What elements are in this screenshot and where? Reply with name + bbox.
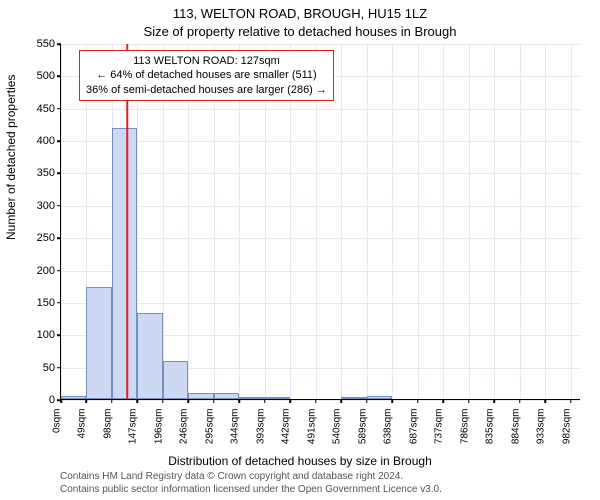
chart-title-sub: Size of property relative to detached ho…: [0, 24, 600, 39]
histogram-bar: [188, 393, 213, 399]
x-tick-mark: [60, 399, 62, 403]
gridline-v: [443, 44, 444, 399]
gridline-v: [61, 44, 62, 399]
x-tick-mark: [468, 399, 470, 403]
histogram-bar: [214, 393, 239, 399]
footnote-line-2: Contains public sector information licen…: [60, 484, 442, 497]
x-tick-mark: [239, 399, 241, 403]
x-tick-mark: [111, 399, 113, 403]
gridline-h: [61, 303, 580, 304]
gridline-v: [367, 44, 368, 399]
x-tick-label: 393sqm: [255, 409, 266, 445]
chart-container: 113, WELTON ROAD, BROUGH, HU15 1LZ Size …: [0, 0, 600, 500]
x-tick-mark: [290, 399, 292, 403]
y-tick-label: 450: [37, 103, 55, 115]
x-tick-label: 687sqm: [408, 409, 419, 445]
x-tick-label: 147sqm: [128, 409, 139, 445]
y-tick-label: 150: [37, 297, 55, 309]
gridline-v: [494, 44, 495, 399]
gridline-v: [392, 44, 393, 399]
annotation-line: 36% of semi-detached houses are larger (…: [86, 83, 327, 97]
gridline-v: [545, 44, 546, 399]
x-tick-mark: [442, 399, 444, 403]
x-tick-label: 835sqm: [485, 409, 496, 445]
x-tick-mark: [366, 399, 368, 403]
x-tick-label: 786sqm: [459, 409, 470, 445]
x-tick-label: 98sqm: [102, 409, 113, 439]
x-tick-mark: [86, 399, 88, 403]
x-tick-mark: [188, 399, 190, 403]
histogram-bar: [367, 396, 392, 399]
gridline-h: [61, 109, 580, 110]
chart-title-main: 113, WELTON ROAD, BROUGH, HU15 1LZ: [0, 6, 600, 21]
x-tick-label: 540sqm: [332, 409, 343, 445]
annotation-line: ← 64% of detached houses are smaller (51…: [86, 68, 327, 82]
x-tick-label: 344sqm: [230, 409, 241, 445]
y-axis-label: Number of detached properties: [4, 75, 18, 240]
x-tick-mark: [315, 399, 317, 403]
histogram-bar: [112, 128, 137, 399]
x-tick-label: 491sqm: [306, 409, 317, 445]
x-tick-label: 884sqm: [510, 409, 521, 445]
x-tick-label: 737sqm: [434, 409, 445, 445]
x-tick-label: 982sqm: [561, 409, 572, 445]
x-tick-label: 589sqm: [357, 409, 368, 445]
y-tick-label: 550: [37, 38, 55, 50]
x-tick-mark: [162, 399, 164, 403]
x-tick-mark: [137, 399, 139, 403]
y-tick-label: 400: [37, 135, 55, 147]
x-tick-label: 295sqm: [204, 409, 215, 445]
plot-area: 0501001502002503003504004505005500sqm49s…: [60, 44, 580, 400]
y-tick-label: 100: [37, 329, 55, 341]
x-tick-label: 0sqm: [52, 409, 63, 433]
x-tick-label: 638sqm: [383, 409, 394, 445]
y-tick-label: 300: [37, 200, 55, 212]
x-tick-mark: [519, 399, 521, 403]
gridline-h: [61, 400, 580, 401]
gridline-h: [61, 238, 580, 239]
y-tick-label: 0: [49, 394, 55, 406]
x-tick-mark: [213, 399, 215, 403]
gridline-v: [341, 44, 342, 399]
gridline-h: [61, 173, 580, 174]
y-tick-label: 50: [43, 362, 55, 374]
gridline-v: [418, 44, 419, 399]
gridline-h: [61, 141, 580, 142]
y-tick-label: 350: [37, 167, 55, 179]
histogram-bar: [61, 396, 86, 399]
x-tick-label: 442sqm: [281, 409, 292, 445]
y-tick-label: 250: [37, 232, 55, 244]
y-tick-label: 500: [37, 70, 55, 82]
histogram-bar: [163, 361, 188, 399]
x-tick-mark: [544, 399, 546, 403]
x-tick-label: 49sqm: [77, 409, 88, 439]
gridline-h: [61, 44, 580, 45]
x-tick-label: 933sqm: [536, 409, 547, 445]
footnote-line-1: Contains HM Land Registry data © Crown c…: [60, 471, 442, 484]
histogram-bar: [86, 287, 111, 399]
gridline-h: [61, 271, 580, 272]
annotation-box: 113 WELTON ROAD: 127sqm← 64% of detached…: [79, 50, 334, 101]
x-tick-label: 246sqm: [179, 409, 190, 445]
y-tick-label: 200: [37, 265, 55, 277]
x-tick-mark: [341, 399, 343, 403]
histogram-bar: [239, 397, 264, 399]
x-tick-mark: [570, 399, 572, 403]
gridline-v: [520, 44, 521, 399]
gridline-v: [571, 44, 572, 399]
x-axis-label: Distribution of detached houses by size …: [0, 454, 600, 468]
x-tick-mark: [391, 399, 393, 403]
x-tick-mark: [493, 399, 495, 403]
gridline-h: [61, 206, 580, 207]
annotation-line: 113 WELTON ROAD: 127sqm: [86, 54, 327, 68]
x-tick-mark: [264, 399, 266, 403]
gridline-v: [469, 44, 470, 399]
footnote: Contains HM Land Registry data © Crown c…: [60, 471, 442, 496]
histogram-bar: [137, 313, 162, 399]
x-tick-mark: [417, 399, 419, 403]
histogram-bar: [341, 397, 366, 399]
histogram-bar: [265, 397, 290, 399]
x-tick-label: 196sqm: [153, 409, 164, 445]
